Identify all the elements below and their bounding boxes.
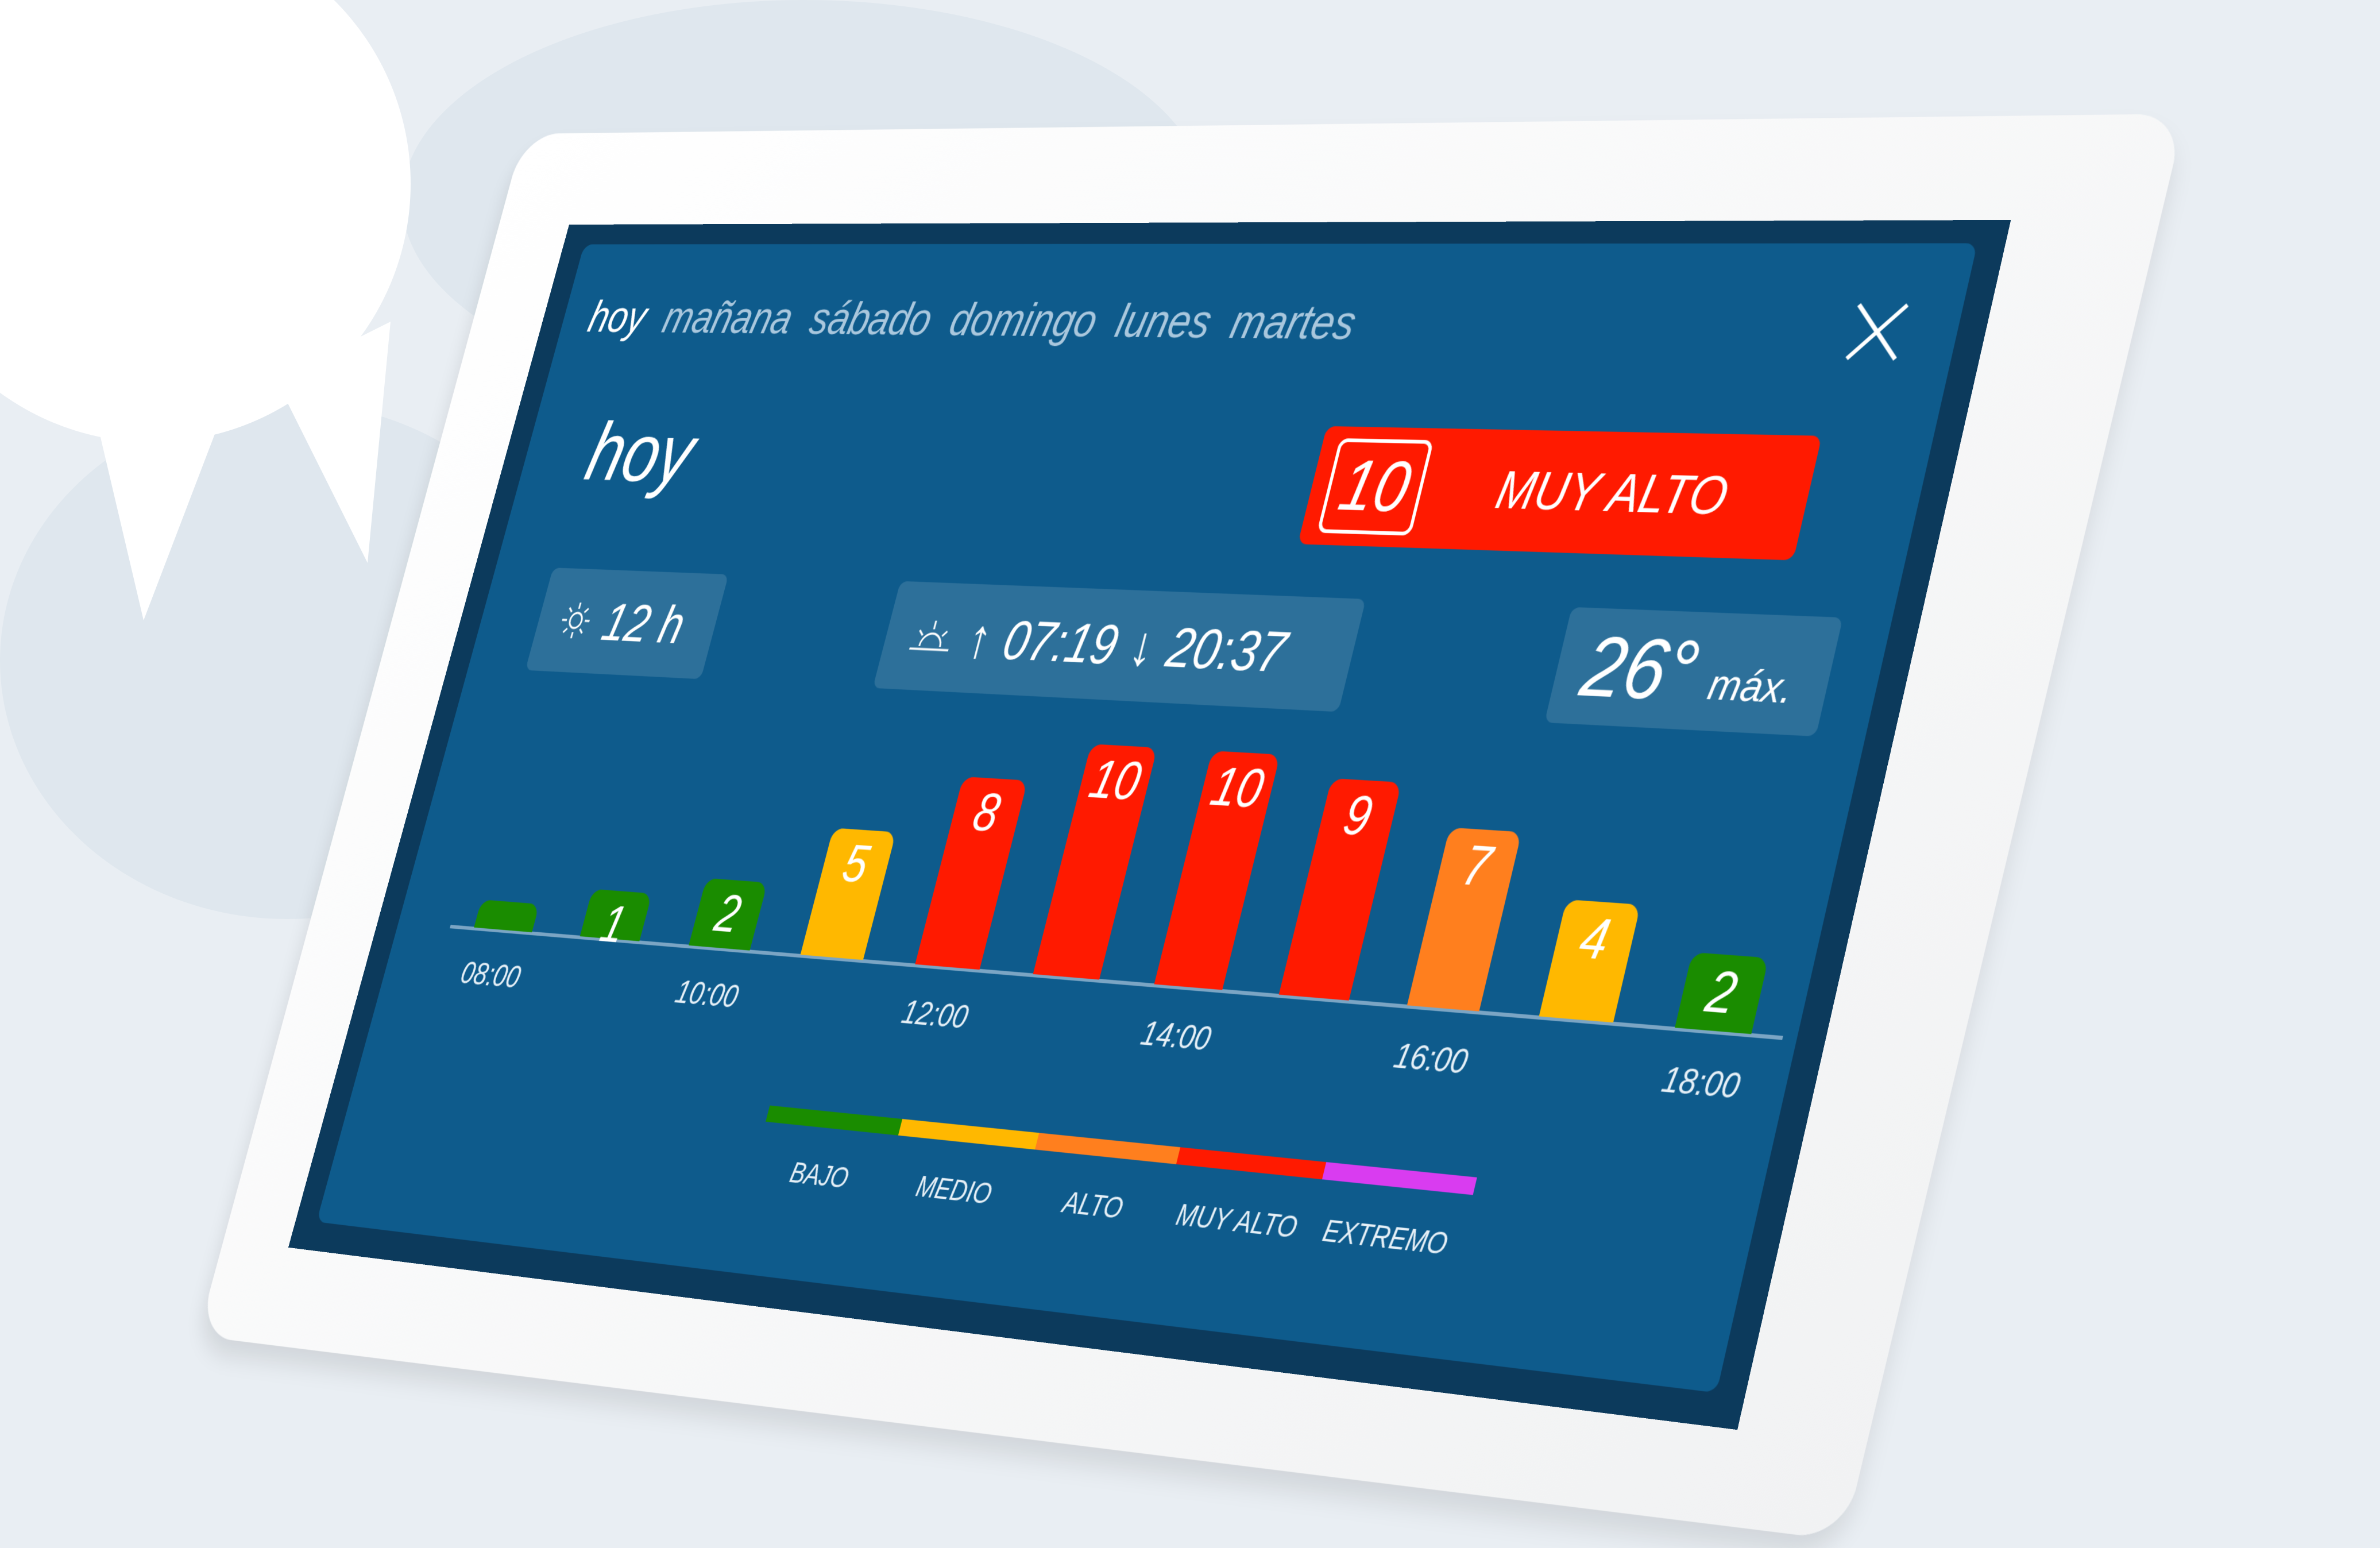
time-tick-label: 16:00 [1390, 1036, 1472, 1082]
uv-bar-label: 10 [1084, 750, 1148, 812]
uv-scale-segment [898, 1119, 1040, 1150]
uv-scale-label: MEDIO [913, 1171, 995, 1211]
uv-bar-label: 1 [594, 895, 632, 954]
uv-panel: hoy mañana sábado domingo lunes martes h… [316, 243, 1978, 1393]
sun-icon [555, 599, 597, 642]
uv-index-badge: 10 MUY ALTO [1297, 426, 1822, 561]
uv-hourly-chart: 1 2 5 8 10 10 9 7 4 2 08:00 10:00 12:00 14:00 16:00 18:… [428, 690, 1845, 1135]
uv-bar-label: 4 [1574, 906, 1616, 972]
uv-scale-label: ALTO [1059, 1187, 1127, 1226]
uv-bar: 4 [1539, 899, 1641, 1023]
tablet-screen: hoy mañana sábado domingo lunes martes h… [288, 219, 2011, 1430]
uv-scale-segment [766, 1105, 903, 1136]
uv-bar: 2 [689, 878, 768, 951]
uv-bar-label: 2 [1700, 959, 1743, 1026]
tab-hoy[interactable]: hoy [584, 291, 652, 342]
uv-bar: 5 [800, 828, 897, 960]
uv-bar-label: 7 [1456, 834, 1498, 898]
sunrise-time: 07:19 [996, 609, 1125, 676]
uv-scale-segment [1176, 1147, 1327, 1180]
max-temp-box: 26° máx. [1544, 607, 1843, 737]
tab-lunes[interactable]: lunes [1110, 294, 1218, 348]
uv-bar-label: 9 [1338, 785, 1378, 848]
uv-bar: 1 [579, 889, 652, 954]
sunset-time: 20:37 [1160, 616, 1293, 685]
uv-scale-label: EXTREMO [1319, 1214, 1451, 1262]
uv-bar: 9 [1278, 778, 1402, 1001]
uv-index-level: MUY ALTO [1490, 460, 1734, 526]
uv-bar-label: 2 [709, 884, 747, 944]
uv-bar: 8 [915, 776, 1028, 970]
arrow-up-icon: ↑ [961, 607, 999, 670]
uv-bar: 10 [1154, 751, 1281, 990]
day-tabs: hoy mañana sábado domingo lunes martes [584, 291, 1362, 350]
time-tick-label: 14:00 [1137, 1014, 1215, 1059]
time-tick-label: 08:00 [457, 955, 524, 995]
tab-domingo[interactable]: domingo [944, 293, 1103, 347]
tab-sabado[interactable]: sábado [805, 292, 938, 345]
uv-bar: 2 [1675, 952, 1769, 1034]
day-title: hoy [577, 406, 705, 500]
tab-manana[interactable]: mañana [658, 292, 799, 343]
time-tick-label: 12:00 [898, 994, 972, 1036]
sunrise-icon [904, 614, 961, 659]
uv-bar: 7 [1407, 827, 1522, 1012]
arrow-down-icon: ↓ [1123, 614, 1162, 678]
sun-hours-value: 12 h [596, 592, 691, 655]
close-icon[interactable] [1838, 297, 1916, 367]
uv-bar-label: 10 [1205, 756, 1270, 820]
sun-decoration [0, 0, 411, 620]
tab-martes[interactable]: martes [1225, 295, 1362, 350]
time-tick-label: 18:00 [1658, 1060, 1744, 1107]
uv-bar-label: 5 [837, 834, 875, 894]
time-tick-label: 10:00 [671, 974, 743, 1016]
uv-bar: 10 [1033, 744, 1158, 980]
uv-scale-segment [1034, 1133, 1181, 1164]
uv-bar [474, 900, 540, 933]
sun-hours-box: 12 h [525, 568, 729, 680]
uv-scale-label: MUY ALTO [1173, 1199, 1301, 1245]
uv-scale-label: BAJO [786, 1157, 852, 1195]
uv-index-value: 10 [1316, 438, 1434, 536]
max-temp-value: 26° [1573, 618, 1707, 719]
sun-times-box: ↑ 07:19 ↓ 20:37 [872, 581, 1366, 712]
uv-bar-label: 8 [967, 783, 1006, 843]
max-temp-label: máx. [1703, 658, 1799, 712]
uv-scale-segment [1322, 1162, 1477, 1195]
